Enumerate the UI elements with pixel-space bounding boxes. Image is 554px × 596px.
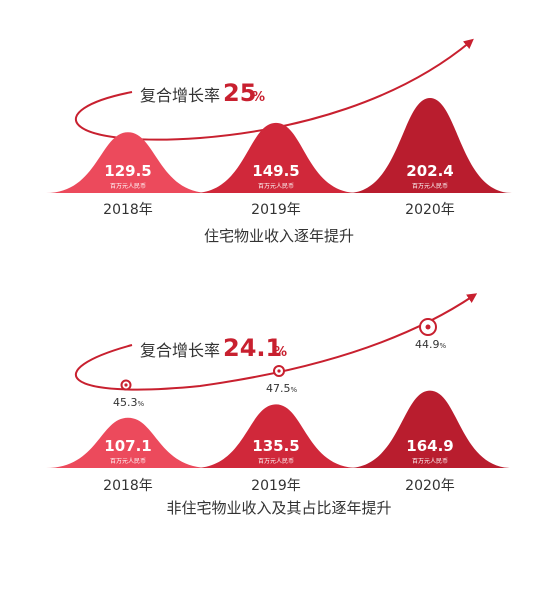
unit-label: 百万元人民币	[258, 183, 294, 190]
share-markers: 45.3% 47.5% 44.9%	[113, 318, 447, 409]
revenue-bell-2018年	[46, 417, 210, 468]
growth-rate-label: 复合增长率	[140, 86, 220, 105]
revenue-bell-2019年	[194, 122, 358, 193]
revenue-bell-2019年	[194, 404, 358, 468]
growth-rate-value: 25	[223, 79, 256, 107]
revenue-bell-2020年	[348, 390, 512, 468]
growth-rate-unit: %	[252, 90, 265, 105]
year-label: 2018年	[103, 478, 153, 494]
revenue-bell-2020年	[348, 98, 512, 193]
chart-residential: 复合增长率 25 % 129.5 百万元人民币 149.5 百万元人民币 202.4 百万…	[46, 38, 512, 245]
revenue-bells: 107.1 百万元人民币 135.5 百万元人民币 164.9 百万元人民币	[46, 390, 512, 468]
year-label: 2020年	[405, 478, 455, 494]
growth-arrow	[74, 38, 474, 141]
year-label: 2018年	[103, 202, 153, 218]
revenue-bells: 129.5 百万元人民币 149.5 百万元人民币 202.4 百万元人民币	[46, 98, 512, 193]
growth-arrow	[74, 293, 478, 391]
growth-rate-annotation: 复合增长率 24.1 %	[140, 334, 287, 362]
share-marker-dot	[425, 324, 431, 330]
revenue-value-label: 149.5	[252, 162, 299, 180]
unit-label: 百万元人民币	[412, 183, 448, 190]
share-marker-dot	[124, 383, 128, 387]
growth-rate-label: 复合增长率	[140, 341, 220, 360]
revenue-value-label: 129.5	[104, 162, 151, 180]
chart-caption: 非住宅物业收入及其占比逐年提升	[166, 499, 391, 517]
unit-label: 百万元人民币	[258, 458, 294, 465]
growth-rate-value: 24.1	[223, 334, 282, 362]
revenue-value-label: 164.9	[406, 437, 453, 455]
unit-label: 百万元人民币	[110, 183, 146, 190]
revenue-value-label: 107.1	[104, 437, 151, 455]
unit-label: 百万元人民币	[110, 458, 146, 465]
revenue-value-label: 202.4	[406, 162, 453, 180]
growth-rate-annotation: 复合增长率 25 %	[140, 79, 265, 107]
unit-label: 百万元人民币	[412, 458, 448, 465]
share-label: 47.5%	[266, 382, 298, 395]
year-label: 2019年	[251, 202, 301, 218]
share-label: 44.9%	[415, 338, 447, 351]
year-label: 2019年	[251, 478, 301, 494]
revenue-bell-2018年	[46, 132, 210, 193]
share-marker-dot	[277, 369, 281, 373]
revenue-value-label: 135.5	[252, 437, 299, 455]
chart-caption: 住宅物业收入逐年提升	[204, 227, 354, 245]
growth-rate-unit: %	[274, 345, 287, 360]
chart-non-residential: 复合增长率 24.1 % 45.3% 47.5% 44.9% 107.1 百万元人民币…	[46, 293, 512, 517]
year-label: 2020年	[405, 202, 455, 218]
share-label: 45.3%	[113, 396, 145, 409]
